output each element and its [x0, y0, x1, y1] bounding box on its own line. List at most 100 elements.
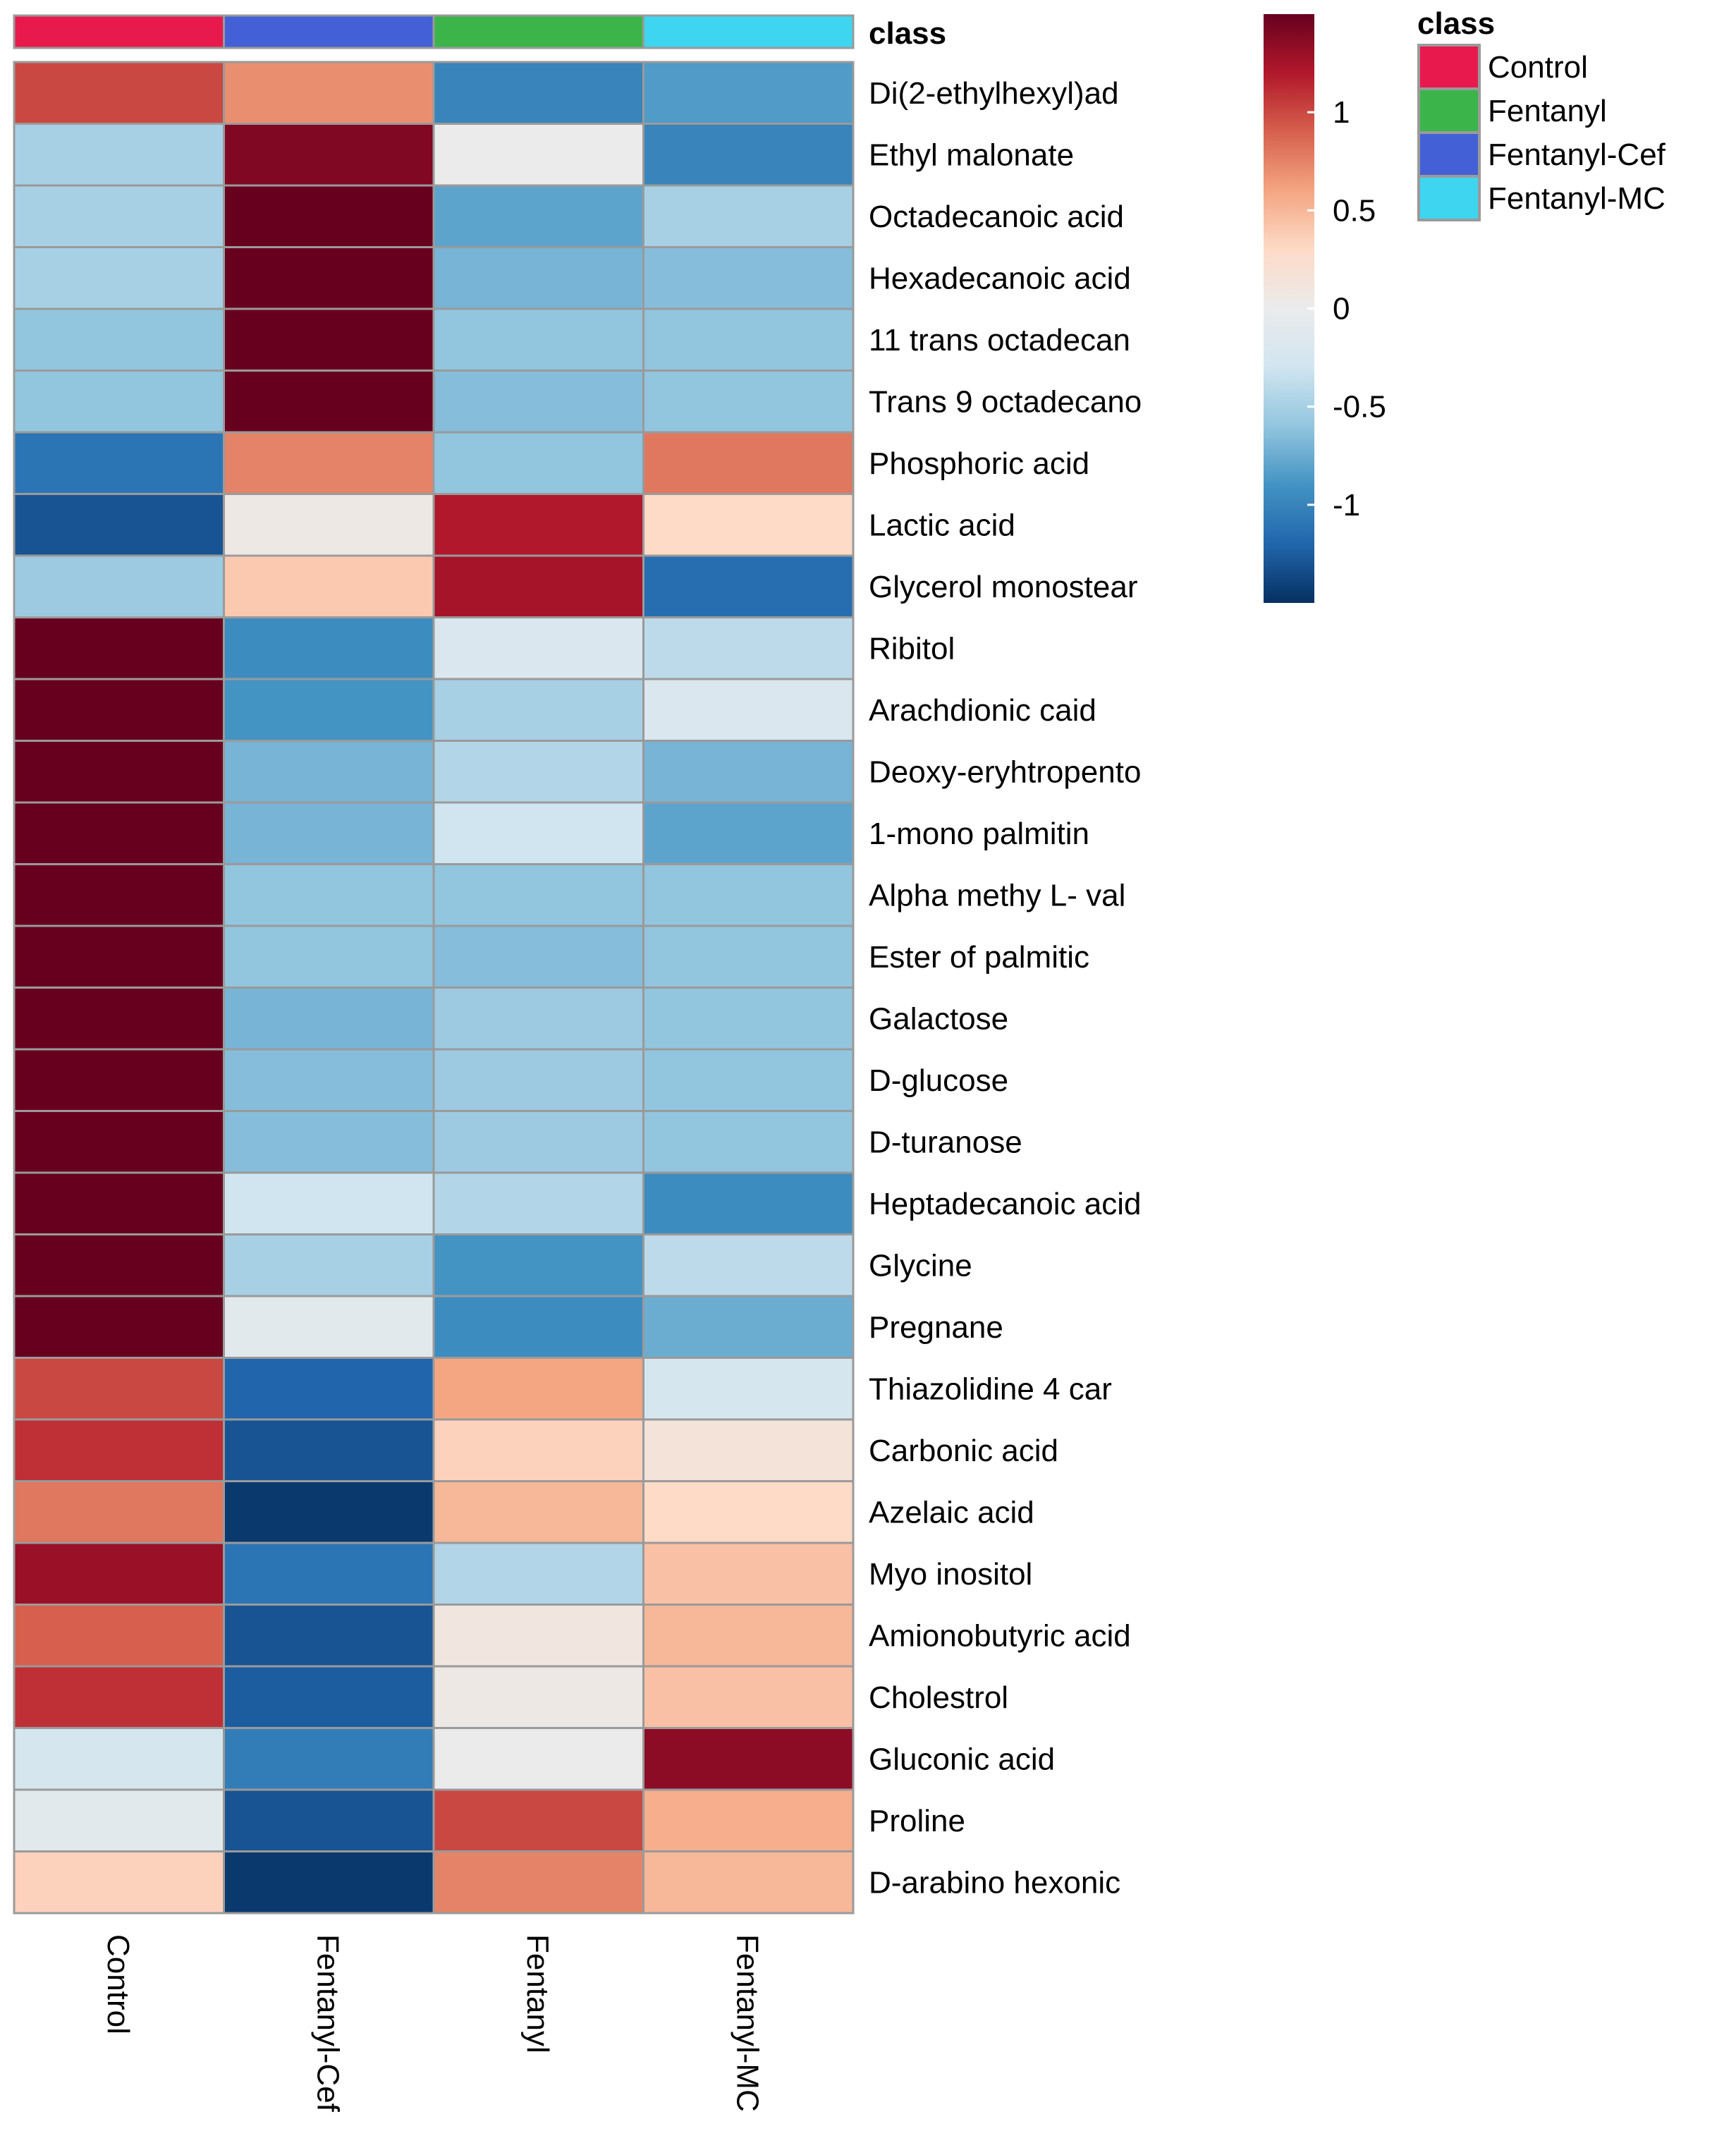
- heatmap-cell: [432, 740, 644, 804]
- heatmap-cell: [432, 1357, 644, 1421]
- row-label: Azelaic acid: [869, 1495, 1034, 1529]
- color-scale-tick-label: -1: [1333, 488, 1360, 523]
- heatmap-cell: [223, 554, 435, 618]
- row-label: D-arabino hexonic: [869, 1865, 1120, 1900]
- heatmap-cell: [13, 370, 225, 434]
- annotation-cell-2: [432, 14, 644, 49]
- row-label: Myo inositol: [869, 1557, 1032, 1592]
- heatmap-cell: [432, 1727, 644, 1791]
- heatmap-cell: [432, 801, 644, 865]
- heatmap-cell: [432, 1850, 644, 1915]
- heatmap-cell: [13, 801, 225, 865]
- row-label: Ribitol: [869, 631, 955, 666]
- heatmap-cell: [13, 184, 225, 248]
- heatmap-cell: [432, 678, 644, 742]
- heatmap-cell: [432, 1665, 644, 1729]
- heatmap-cell: [223, 1295, 435, 1359]
- heatmap-cell: [223, 1480, 435, 1544]
- heatmap-cell: [642, 493, 855, 557]
- heatmap-cell: [13, 1171, 225, 1235]
- heatmap-cell: [642, 370, 855, 434]
- column-label: Fentanyl-MC: [730, 1934, 764, 2112]
- heatmap-cell: [13, 1357, 225, 1421]
- heatmap-cell: [13, 1233, 225, 1297]
- heatmap-cell: [642, 1295, 855, 1359]
- heatmap-cell: [13, 1727, 225, 1791]
- heatmap-cell: [642, 431, 855, 495]
- legend-label: Fentanyl-Cef: [1488, 138, 1666, 172]
- heatmap-cell: [642, 1788, 855, 1852]
- heatmap-cell: [13, 1110, 225, 1174]
- heatmap-cell: [223, 1788, 435, 1852]
- heatmap-cell: [13, 246, 225, 310]
- row-label: Ester of palmitic: [869, 940, 1089, 975]
- heatmap-cell: [432, 1604, 644, 1668]
- heatmap-cell: [223, 1418, 435, 1482]
- row-label: Lactic acid: [869, 508, 1015, 542]
- heatmap-cell: [642, 246, 855, 310]
- heatmap-cell: [432, 863, 644, 927]
- legend-swatch: [1417, 131, 1481, 178]
- legend-label: Fentanyl: [1488, 94, 1607, 128]
- class-legend: class Control Fentanyl Fentanyl-Cef Fentanyl…: [1417, 6, 1666, 221]
- heatmap-cell: [642, 61, 855, 125]
- heatmap-cell: [642, 1541, 855, 1606]
- row-label: Deoxy-eryhtropento: [869, 755, 1141, 789]
- heatmap-cell: [642, 616, 855, 680]
- heatmap-cell: [13, 1788, 225, 1852]
- legend-label: Fentanyl-MC: [1488, 181, 1665, 216]
- row-label: Cholestrol: [869, 1680, 1008, 1715]
- heatmap-cell: [223, 246, 435, 310]
- heatmap-cell: [13, 924, 225, 989]
- annotation-cell-3: [642, 14, 855, 49]
- row-label: Carbonic acid: [869, 1434, 1058, 1468]
- heatmap-cell: [223, 924, 435, 989]
- color-scale-tick-label: 0.5: [1333, 193, 1376, 228]
- heatmap-cell: [432, 61, 644, 125]
- heatmap-cell: [223, 1665, 435, 1729]
- heatmap-cell: [642, 123, 855, 187]
- heatmap-cell: [13, 1480, 225, 1544]
- heatmap-cell: [642, 1048, 855, 1112]
- heatmap-cell: [642, 1357, 855, 1421]
- heatmap-cell: [432, 1233, 644, 1297]
- heatmap-cell: [432, 924, 644, 989]
- heatmap-cell: [642, 1418, 855, 1482]
- legend-title: class: [1417, 6, 1495, 41]
- heatmap-cell: [223, 370, 435, 434]
- row-label: Alpha methy L- val: [869, 878, 1125, 912]
- color-scale-tick-label: 0: [1333, 292, 1350, 326]
- heatmap-cell: [642, 740, 855, 804]
- heatmap-cell: [13, 678, 225, 742]
- heatmap-cell: [642, 1604, 855, 1668]
- row-label: D-glucose: [869, 1063, 1008, 1098]
- heatmap-cell: [432, 246, 644, 310]
- legend-swatch: [1417, 175, 1481, 221]
- column-labels: Control Fentanyl-Cef Fentanyl Fentanyl-MC: [101, 1934, 765, 2113]
- color-scale-gradient: [1264, 14, 1314, 603]
- heatmap-cell: [223, 184, 435, 248]
- heatmap-cell: [432, 1480, 644, 1544]
- heatmap-cell: [223, 493, 435, 557]
- heatmap-cell: [432, 987, 644, 1051]
- row-label: 11 trans octadecan: [869, 323, 1130, 358]
- color-scale-tick-label: -0.5: [1333, 390, 1386, 425]
- heatmap-cell: [223, 1233, 435, 1297]
- heatmap-cell: [642, 924, 855, 989]
- row-label: Thiazolidine 4 car: [869, 1372, 1112, 1406]
- heatmap-cell: [13, 987, 225, 1051]
- row-label: Glycerol monostear: [869, 570, 1137, 604]
- heatmap-cell: [432, 1048, 644, 1112]
- heatmap-cell: [432, 1418, 644, 1482]
- heatmap-cell: [13, 740, 225, 804]
- color-scale-bar: 1 0.5 0 -0.5 -1: [1264, 14, 1386, 603]
- column-label: Control: [101, 1934, 135, 2034]
- row-label: Octadecanoic acid: [869, 200, 1124, 234]
- heatmap-cell: [642, 554, 855, 618]
- heatmap-cell: [642, 801, 855, 865]
- class-annotation-label: class: [869, 16, 946, 51]
- heatmap-cell: [223, 1850, 435, 1915]
- row-label: Arachdionic caid: [869, 693, 1096, 728]
- row-label: Heptadecanoic acid: [869, 1187, 1141, 1221]
- heatmap-cell: [642, 678, 855, 742]
